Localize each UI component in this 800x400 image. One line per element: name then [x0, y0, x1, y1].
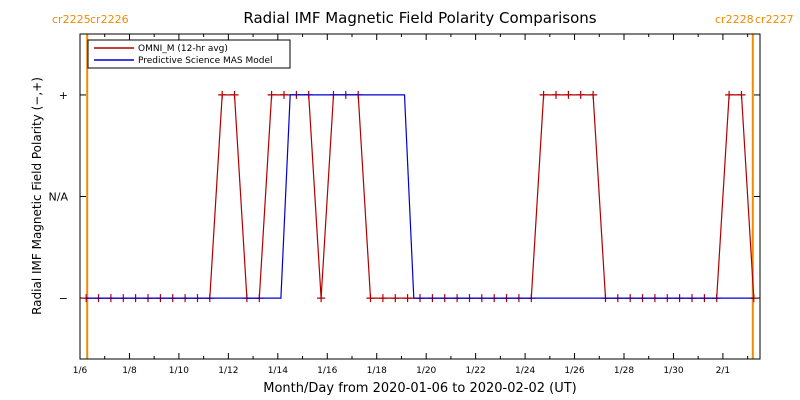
data-point-marker	[366, 294, 375, 303]
legend-box	[87, 39, 291, 69]
chart-title: Radial IMF Magnetic Field Polarity Compa…	[243, 9, 596, 27]
data-point-marker	[378, 294, 387, 303]
data-point-marker	[403, 294, 412, 303]
data-point-marker	[737, 90, 746, 99]
data-point-marker	[725, 90, 734, 99]
series-line-1	[86, 94, 754, 299]
y-tick-label: +	[59, 89, 68, 102]
x-tick-label: 1/20	[416, 366, 436, 376]
legend: OMNI_M (12-hr avg) Predictive Science MA…	[87, 39, 291, 69]
carrington-label-left-2: cr2226	[90, 13, 129, 26]
x-tick-label: 1/8	[122, 366, 137, 376]
data-point-marker	[267, 90, 276, 99]
x-tick-label: 2/1	[716, 366, 730, 376]
legend-label-omni: OMNI_M (12-hr avg)	[138, 44, 228, 54]
plot-frame	[79, 33, 761, 360]
x-tick-label: 1/24	[515, 366, 535, 376]
y-tick-label: N/A	[49, 191, 69, 204]
x-tick-label: 1/14	[268, 366, 288, 376]
x-tick-label: 1/6	[73, 366, 88, 376]
x-tick-label: 1/22	[466, 366, 486, 376]
data-point-marker	[218, 90, 227, 99]
y-axis-label: Radial IMF Magnetic Field Polarity (−,+)	[30, 77, 44, 315]
legend-label-mas: Predictive Science MAS Model	[138, 56, 273, 66]
data-point-marker	[552, 90, 560, 99]
carrington-label-left-1: cr2225	[52, 13, 91, 26]
x-tick-label: 1/12	[218, 366, 238, 376]
data-point-marker	[317, 294, 326, 303]
data-point-marker	[589, 90, 598, 99]
x-tick-label: 1/28	[614, 366, 634, 376]
data-point-marker	[391, 294, 400, 303]
data-point-marker	[564, 90, 573, 99]
x-axis-label: Month/Day from 2020-01-06 to 2020-02-02 …	[263, 381, 576, 396]
x-tick-label: 1/16	[317, 366, 337, 376]
series-line-0	[86, 94, 755, 299]
y-tick-label: −	[59, 292, 68, 305]
x-tick-label: 1/18	[367, 366, 387, 376]
data-point-marker	[280, 90, 288, 99]
x-tick-label: 1/10	[169, 366, 189, 376]
data-point-marker	[576, 90, 585, 99]
x-tick-label: 1/26	[564, 366, 584, 376]
carrington-label-right-2: cr2227	[755, 13, 794, 26]
data-point-marker	[539, 90, 548, 99]
data-point-marker	[230, 90, 239, 99]
carrington-label-right-1: cr2228	[715, 13, 754, 26]
x-tick-label: 1/30	[663, 366, 683, 376]
